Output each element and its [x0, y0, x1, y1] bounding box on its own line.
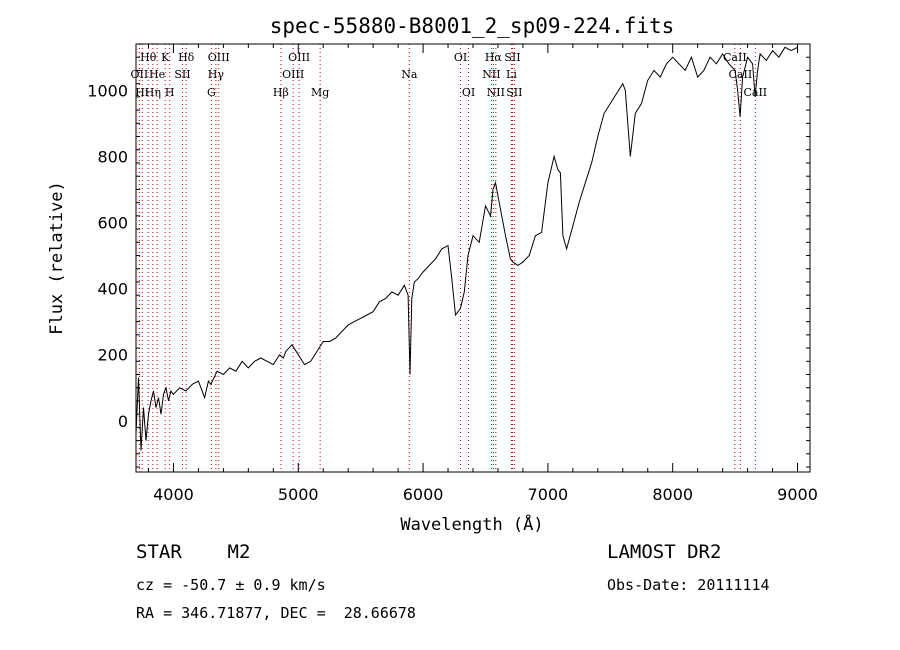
x-axis: 4000 5000 6000 7000 8000 9000	[147, 44, 818, 504]
y-tick-label: 800	[97, 147, 128, 166]
emission-line-markers	[138, 44, 756, 472]
x-tick-label: 5000	[278, 485, 319, 504]
x-tick-label: 9000	[777, 485, 818, 504]
line-label: He	[149, 68, 165, 81]
x-tick-label: 6000	[403, 485, 444, 504]
line-label: CaII	[723, 51, 747, 64]
line-label: Hθ	[140, 51, 157, 64]
line-label: Li	[506, 68, 517, 81]
chart-title: spec-55880-B8001_2_sp09-224.fits	[270, 14, 675, 38]
y-tick-label: 600	[97, 213, 128, 232]
line-label: SII	[506, 86, 522, 99]
line-label: SII	[174, 68, 190, 81]
line-label: OIII	[288, 51, 310, 64]
x-tick-label: 7000	[528, 485, 569, 504]
x-tick-label: 8000	[652, 485, 693, 504]
line-label: NII	[482, 68, 500, 81]
line-label: OI	[462, 86, 475, 99]
line-label: Hβ	[273, 86, 289, 99]
line-label: OII	[131, 68, 149, 81]
line-label: Na	[401, 68, 418, 81]
line-label: G	[207, 86, 216, 99]
line-label: Hα	[485, 51, 503, 64]
y-tick-label: 400	[97, 280, 128, 299]
spectrum-line	[135, 46, 798, 451]
line-label: Hγ	[208, 68, 225, 81]
line-label: K	[161, 51, 170, 64]
line-label: OIII	[282, 68, 304, 81]
line-label: OI	[454, 51, 467, 64]
plot-frame	[135, 43, 811, 473]
y-axis-label: Flux (relative)	[47, 181, 67, 335]
line-label: Mg	[311, 86, 329, 99]
y-tick-label: 200	[97, 346, 128, 365]
line-label: H	[165, 86, 175, 99]
line-label: SII	[504, 51, 520, 64]
observation-date: Obs-Date: 20111114	[607, 576, 770, 594]
y-tick-label: 0	[118, 412, 128, 431]
y-axis: 0 200 400 600 800 1000	[87, 43, 810, 468]
ra-dec: RA = 346.71877, DEC = 28.66678	[136, 604, 416, 622]
line-label: CaII	[729, 68, 753, 81]
x-axis-label: Wavelength (Å)	[400, 513, 543, 535]
line-label: Hι	[135, 86, 149, 99]
y-tick-label: 1000	[87, 81, 128, 100]
line-label: Hη	[145, 86, 161, 99]
spectrum-chart: spec-55880-B8001_2_sp09-224.fits Hθ K Hδ OI…	[47, 14, 818, 535]
survey-name: LAMOST DR2	[607, 541, 722, 563]
redshift-velocity: cz = -50.7 ± 0.9 km/s	[136, 576, 326, 594]
line-label: NII	[487, 86, 505, 99]
line-label: Hδ	[178, 51, 195, 64]
line-label: OIII	[208, 51, 230, 64]
x-tick-label: 4000	[153, 485, 194, 504]
object-class: STAR M2	[136, 541, 251, 563]
